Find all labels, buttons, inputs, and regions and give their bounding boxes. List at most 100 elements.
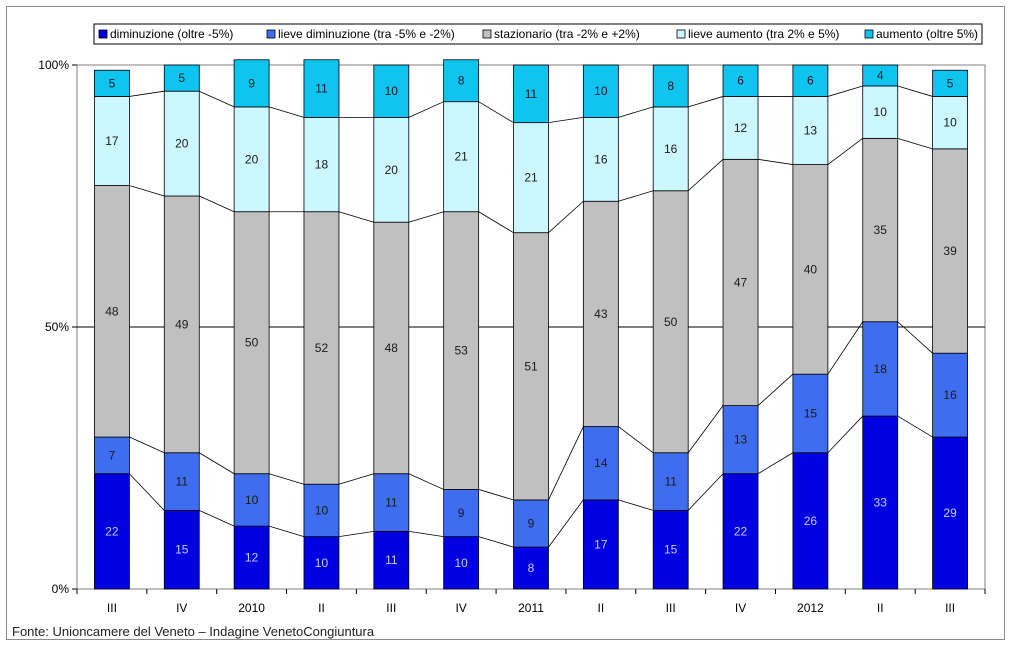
data-label: 14 bbox=[594, 456, 608, 470]
series-line bbox=[199, 195, 235, 213]
data-label: 9 bbox=[248, 76, 255, 90]
data-label: 43 bbox=[594, 307, 608, 321]
series-line bbox=[827, 85, 863, 97]
bar-segment bbox=[862, 64, 899, 87]
data-label: 17 bbox=[105, 134, 119, 148]
data-label: 39 bbox=[943, 244, 957, 258]
source-note: Fonte: Unioncamere del Veneto – Indagine… bbox=[12, 624, 375, 639]
bar-segment bbox=[443, 59, 480, 103]
bar-segment bbox=[513, 232, 549, 501]
bar-segment bbox=[303, 59, 340, 118]
data-label: 15 bbox=[664, 543, 678, 557]
data-label: 50 bbox=[664, 315, 678, 329]
legend-swatch bbox=[676, 29, 686, 39]
series-line bbox=[269, 525, 305, 537]
data-label: 16 bbox=[943, 388, 957, 402]
bar-segment bbox=[932, 436, 968, 590]
bar-segment bbox=[373, 530, 410, 590]
data-label: 53 bbox=[454, 344, 468, 358]
data-label: 20 bbox=[385, 163, 399, 177]
series-line bbox=[688, 96, 724, 108]
data-label: 10 bbox=[315, 556, 329, 570]
chart-frame bbox=[6, 6, 1005, 640]
bar-segment bbox=[513, 499, 549, 548]
data-label: 7 bbox=[109, 448, 116, 462]
legend-swatch bbox=[482, 29, 492, 39]
bar-segment bbox=[652, 190, 689, 454]
series-line bbox=[687, 159, 724, 192]
series-line bbox=[897, 137, 933, 150]
data-label: 33 bbox=[874, 496, 888, 510]
bar-segment bbox=[94, 96, 130, 186]
series-line bbox=[478, 211, 514, 234]
data-label: 10 bbox=[315, 503, 329, 517]
x-tick-label: IV bbox=[735, 601, 746, 615]
series-line bbox=[129, 90, 165, 97]
x-tick-label: 2011 bbox=[518, 601, 544, 615]
x-tick-label: IV bbox=[176, 601, 187, 615]
x-tick-label: 2010 bbox=[238, 601, 265, 615]
bar-segment bbox=[513, 546, 549, 590]
bar-segment bbox=[932, 352, 968, 438]
data-label: 20 bbox=[245, 152, 259, 166]
data-label: 26 bbox=[804, 514, 818, 528]
bar-segment bbox=[513, 122, 549, 234]
data-label: 47 bbox=[734, 275, 748, 289]
x-tick-label: III bbox=[666, 601, 676, 615]
data-label: 4 bbox=[877, 68, 884, 82]
data-label: 6 bbox=[737, 74, 744, 88]
bar-segment bbox=[163, 195, 200, 454]
bar-segment bbox=[163, 452, 200, 511]
series-line bbox=[897, 321, 933, 354]
x-tick-label: II bbox=[318, 601, 325, 615]
legend-swatch bbox=[864, 29, 874, 39]
bar-segment bbox=[792, 373, 829, 454]
bar-segment bbox=[233, 211, 270, 475]
x-tick-label: II bbox=[877, 601, 884, 615]
data-label: 5 bbox=[947, 76, 954, 90]
bar-segment bbox=[722, 158, 759, 407]
series-line bbox=[199, 90, 235, 108]
data-label: 11 bbox=[664, 475, 677, 489]
data-label: 22 bbox=[734, 524, 748, 538]
data-label: 5 bbox=[178, 71, 185, 85]
series-line bbox=[827, 321, 864, 375]
data-label: 8 bbox=[528, 561, 535, 575]
data-label: 9 bbox=[528, 517, 535, 531]
series-line bbox=[897, 415, 933, 438]
legend-label: lieve diminuzione (tra -5% e -2%) bbox=[278, 27, 455, 41]
data-label: 10 bbox=[245, 493, 259, 507]
bar-segment bbox=[932, 96, 968, 150]
bar-segment bbox=[94, 436, 130, 475]
series-line bbox=[408, 473, 444, 490]
data-label: 5 bbox=[109, 76, 116, 90]
data-label: 10 bbox=[385, 84, 399, 98]
series-line bbox=[548, 117, 584, 124]
bar-segment bbox=[373, 117, 410, 223]
data-label: 50 bbox=[245, 336, 259, 350]
series-line bbox=[478, 101, 514, 123]
series-line bbox=[408, 530, 444, 537]
data-label: 11 bbox=[525, 87, 538, 101]
series-line bbox=[618, 499, 654, 511]
series-line bbox=[548, 499, 584, 548]
bar-segment bbox=[303, 211, 340, 485]
series-line bbox=[478, 489, 514, 501]
bar-segment bbox=[443, 536, 480, 590]
bar-segment bbox=[373, 221, 410, 475]
data-label: 11 bbox=[385, 553, 398, 567]
series-line bbox=[827, 138, 863, 165]
legend-label: stazionario (tra -2% e +2%) bbox=[494, 27, 640, 41]
bar-segment bbox=[303, 117, 340, 213]
bar-segment bbox=[582, 64, 619, 118]
bar-segment bbox=[94, 473, 130, 590]
data-label: 16 bbox=[594, 152, 608, 166]
data-label: 12 bbox=[734, 121, 748, 135]
series-line bbox=[687, 405, 724, 453]
bar-segment bbox=[932, 148, 968, 354]
bar-segment bbox=[233, 59, 270, 108]
y-tick-label: 0% bbox=[52, 582, 70, 596]
bar-segment bbox=[792, 96, 829, 165]
bar-segment bbox=[652, 64, 689, 108]
series-line bbox=[338, 473, 374, 485]
